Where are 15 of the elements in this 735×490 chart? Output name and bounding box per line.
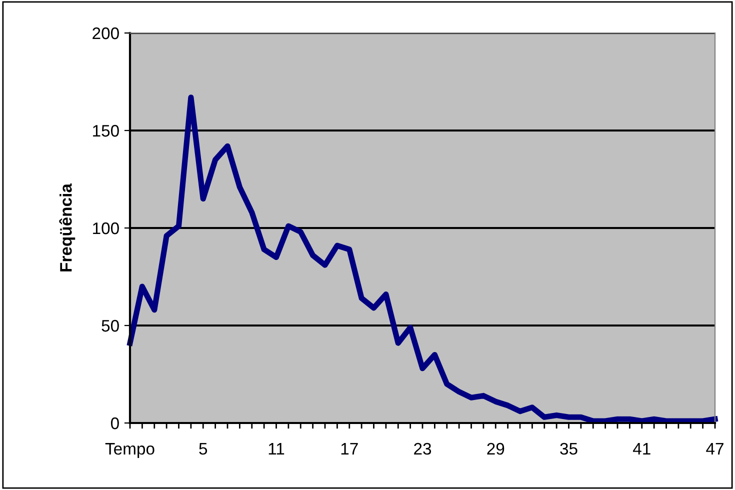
y-tick-label: 0 [110, 417, 119, 430]
y-tick-label: 50 [102, 320, 119, 332]
x-tick-label: 5 [199, 443, 208, 455]
y-axis-title: Freqüência [59, 183, 76, 272]
y-tick-label: 100 [93, 222, 119, 234]
y-tick-label: 150 [93, 124, 119, 137]
x-tick-label: Tempo [105, 443, 154, 458]
x-tick-label: 35 [560, 442, 578, 455]
x-tick-label: 47 [706, 443, 724, 455]
x-tick-label: 17 [341, 443, 358, 455]
x-tick-label: 29 [487, 442, 504, 455]
y-tick-label: 200 [92, 27, 119, 40]
x-tick-label: 41 [632, 443, 650, 455]
x-tick-label: 11 [268, 443, 284, 455]
x-tick-label: 23 [414, 442, 432, 455]
